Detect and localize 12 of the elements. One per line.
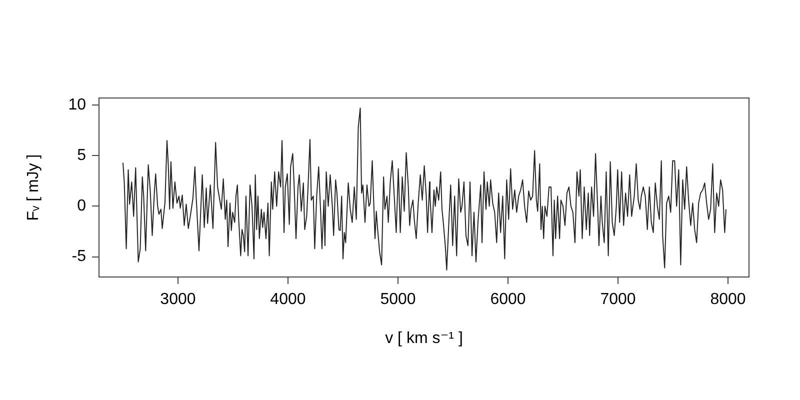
x-tick-label: 8000: [710, 291, 746, 308]
y-axis-title: Fᵥ [ mJy ]: [25, 154, 42, 221]
x-tick-label: 6000: [490, 291, 526, 308]
y-tick-label: 5: [77, 147, 86, 164]
x-axis-title: v [ km s⁻¹ ]: [385, 330, 463, 347]
y-tick-label: 10: [68, 96, 86, 114]
y-tick-label: 0: [77, 198, 86, 215]
y-tick-label: -5: [72, 248, 86, 266]
x-tick-label: 5000: [380, 291, 416, 308]
x-tick-label: 3000: [160, 291, 196, 308]
x-tick-label: 4000: [270, 291, 306, 308]
x-tick-label: 7000: [600, 291, 636, 308]
